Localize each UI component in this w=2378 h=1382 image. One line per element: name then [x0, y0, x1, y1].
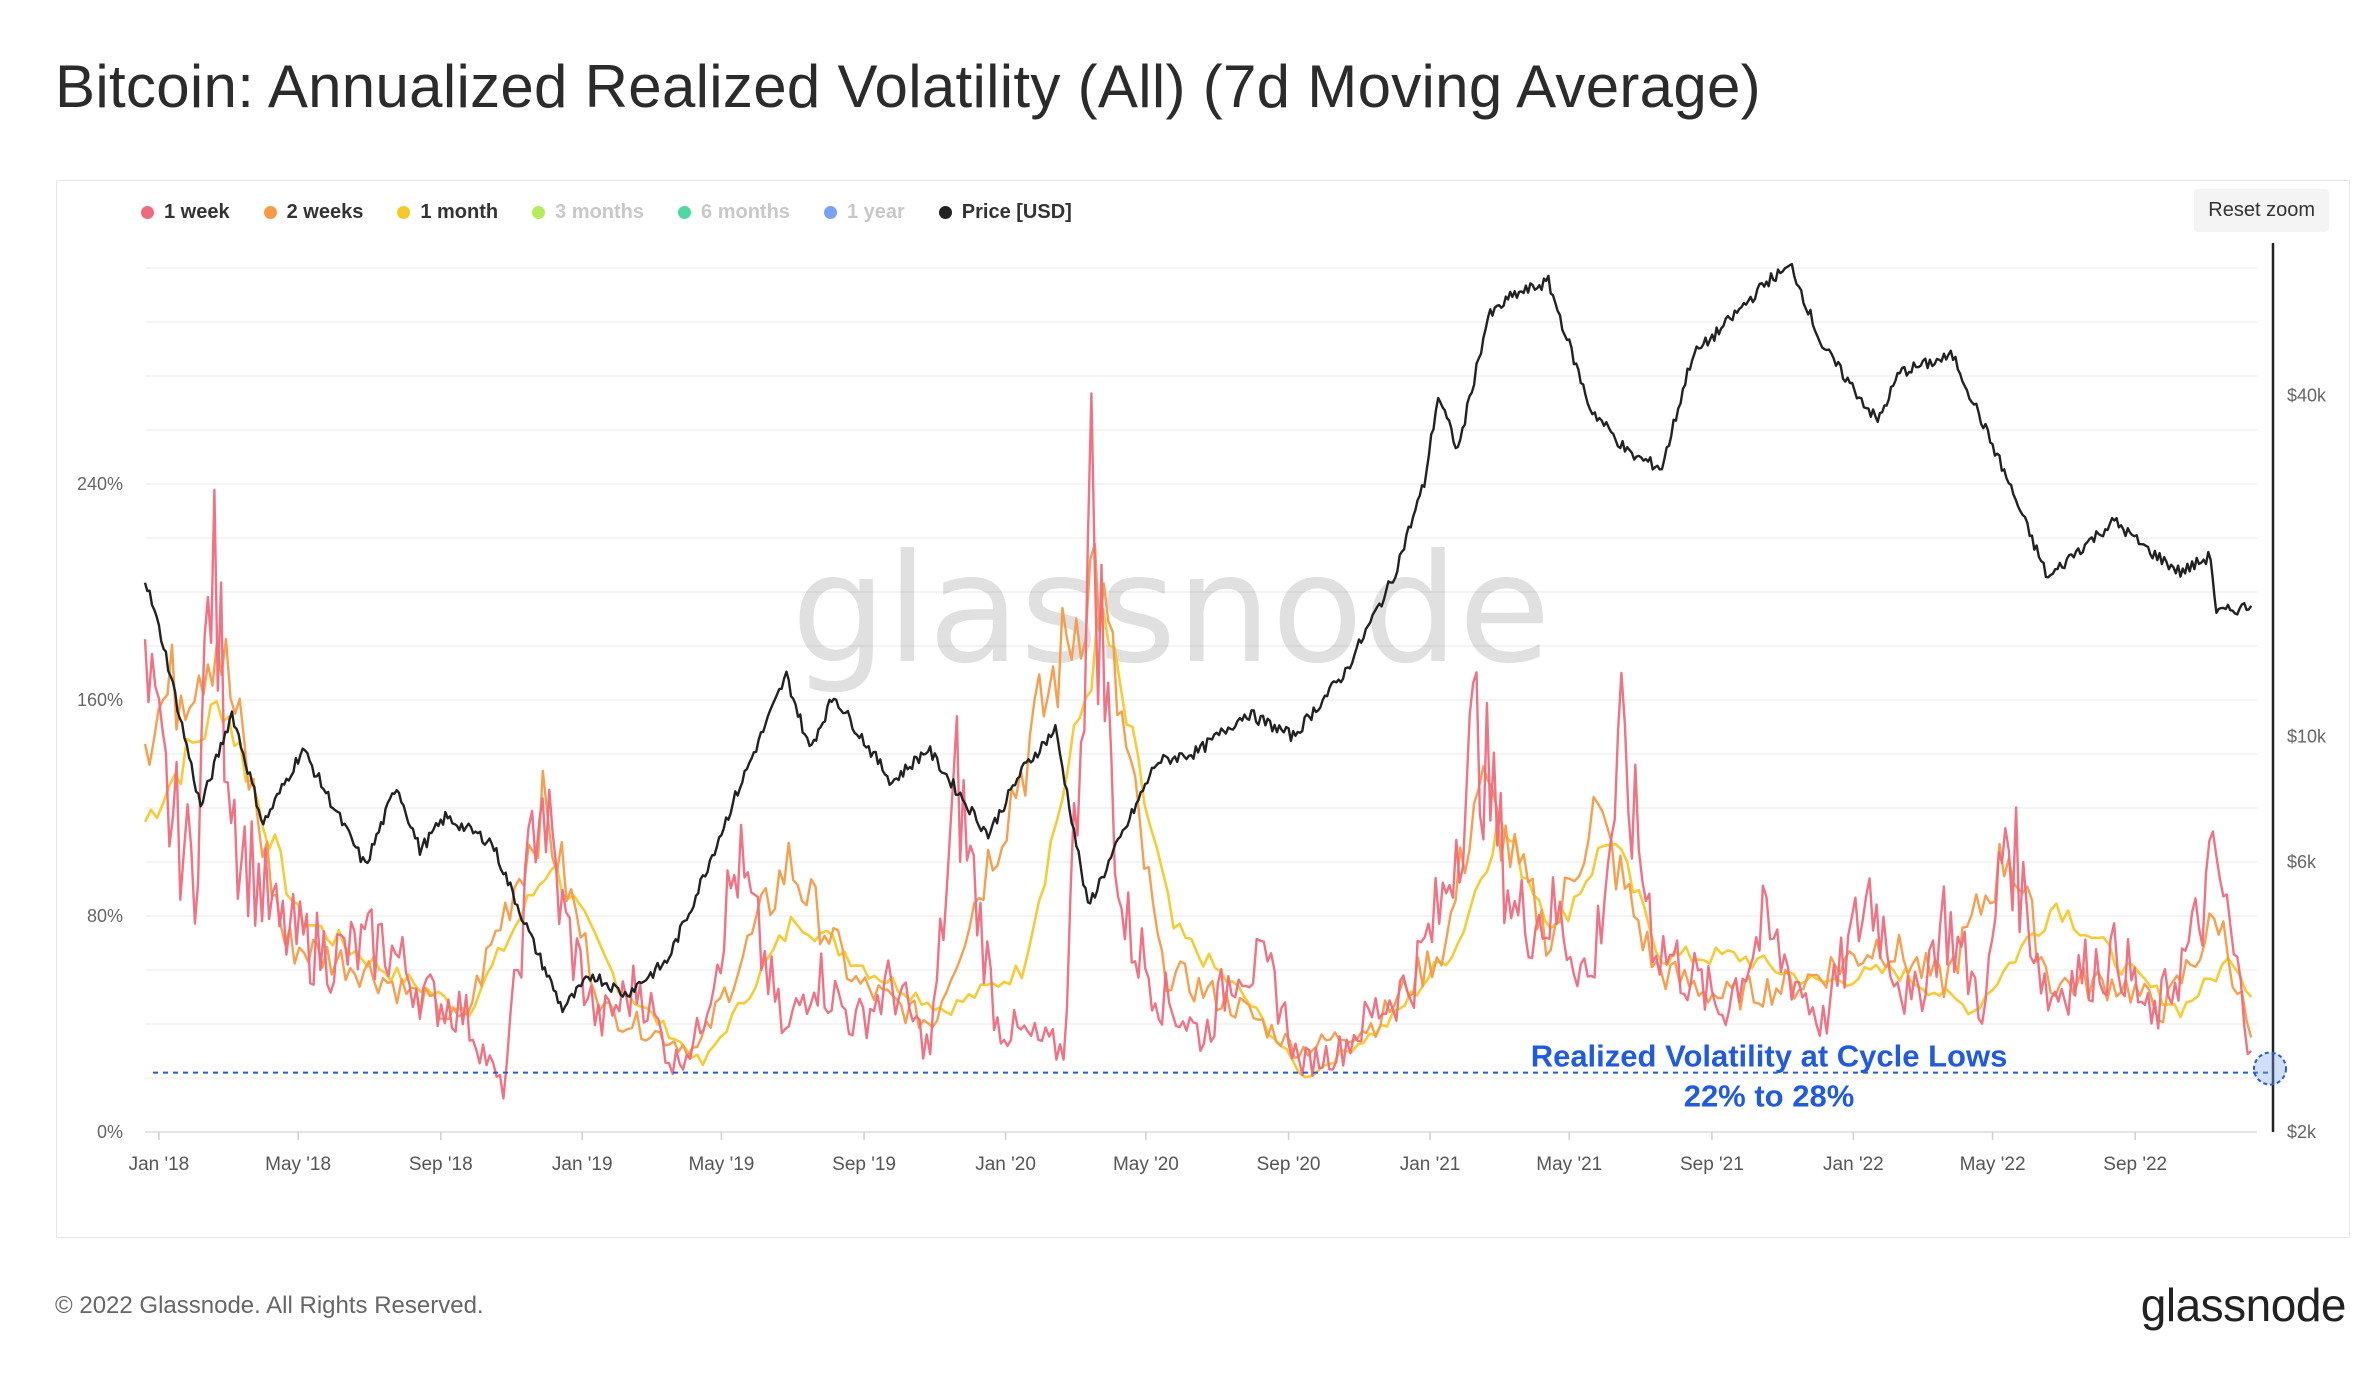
x-tick-label: May '19: [688, 1154, 754, 1175]
x-tick-label: Sep '18: [409, 1154, 473, 1175]
y-right-tick-label: $10k: [2287, 726, 2327, 746]
legend-dot-icon: [141, 206, 154, 219]
x-tick-label: Sep '21: [1680, 1154, 1744, 1175]
legend-label: 2 weeks: [286, 201, 364, 223]
x-tick-label: Jan '21: [1400, 1154, 1461, 1175]
series-line-2-weeks: [143, 542, 2253, 1059]
x-tick-label: Sep '19: [832, 1154, 896, 1175]
legend-dot-icon: [263, 206, 277, 219]
legend-item-2-weeks[interactable]: 2 weeks: [263, 201, 364, 224]
legend-item-price-usd[interactable]: Price [USD]: [938, 201, 1072, 224]
legend-dot-icon: [532, 206, 546, 219]
annotation-line-1: Realized Volatility at Cycle Lows: [1531, 1039, 2008, 1074]
y-right-tick-label: $6k: [2287, 852, 2317, 872]
legend-item-1-year[interactable]: 1 year: [823, 201, 905, 224]
series-line-1-week: [143, 392, 2252, 1100]
legend-label: 1 year: [846, 201, 905, 223]
chart-svg[interactable]: 0% 80% 160% 240% $2k $6k $10k $40k Jan '18 May '1…: [57, 181, 2349, 1237]
x-tick-label: Sep '22: [2103, 1154, 2167, 1175]
legend: 1 week 2 weeks 1 month 3 months 6 months 1 ye…: [141, 201, 1072, 224]
y-left-tick-label: 160%: [77, 690, 123, 710]
legend-dot-icon: [397, 206, 411, 219]
legend-item-1-week[interactable]: 1 week: [141, 201, 230, 224]
y-right-tick-label: $40k: [2287, 386, 2327, 406]
x-tick-label: May '20: [1113, 1154, 1179, 1175]
watermark: glassnode: [791, 523, 1550, 697]
page-title: Bitcoin: Annualized Realized Volatility …: [55, 53, 1761, 120]
legend-item-6-months[interactable]: 6 months: [678, 201, 790, 224]
legend-dot-icon: [823, 206, 837, 219]
y-right-tick-label: $2k: [2287, 1122, 2317, 1142]
legend-item-1-month[interactable]: 1 month: [397, 201, 498, 224]
x-tick-label: Jan '19: [552, 1154, 613, 1175]
legend-label: 3 months: [555, 201, 645, 223]
x-tick-label: May '18: [265, 1154, 331, 1175]
legend-dot-icon: [678, 206, 692, 219]
brand-logo: glassnode: [2140, 1279, 2347, 1331]
legend-item-3-months[interactable]: 3 months: [532, 201, 644, 224]
x-tick-label: May '21: [1536, 1154, 1602, 1175]
legend-label: Price [USD]: [961, 201, 1072, 223]
y-left-tick-label: 240%: [77, 474, 123, 494]
legend-label: 6 months: [701, 201, 790, 223]
annotation-line-2: 22% to 28%: [1684, 1079, 1855, 1114]
reset-zoom-button[interactable]: Reset zoom: [2194, 189, 2329, 232]
series-line-price-usd: [143, 262, 2253, 1014]
x-tick-label: May '22: [1960, 1154, 2026, 1175]
x-tick-label: Jan '20: [975, 1154, 1036, 1175]
y-left-tick-label: 80%: [87, 906, 123, 926]
x-tick-label: Jan '18: [129, 1154, 190, 1175]
x-tick-label: Sep '20: [1257, 1154, 1321, 1175]
series-line-1-month: [143, 607, 2253, 1079]
y-left-tick-label: 0%: [97, 1122, 123, 1142]
copyright-footer: © 2022 Glassnode. All Rights Reserved.: [55, 1292, 484, 1319]
legend-label: 1 month: [420, 201, 499, 223]
legend-label: 1 week: [164, 201, 230, 223]
cycle-low-highlight-circle: [2253, 1051, 2287, 1086]
chart-panel: Reset zoom 1 week 2 weeks 1 month 3 months 6…: [56, 180, 2350, 1238]
legend-dot-icon: [938, 206, 952, 219]
x-tick-label: Jan '22: [1823, 1154, 1884, 1175]
